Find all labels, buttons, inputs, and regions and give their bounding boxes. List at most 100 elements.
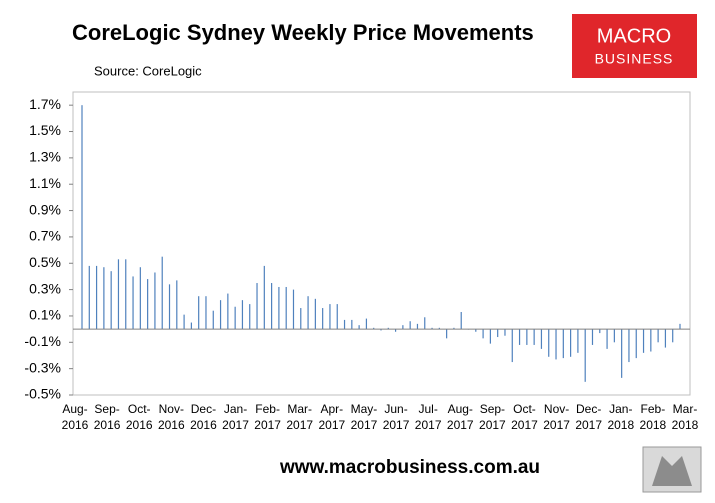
bar (343, 319, 346, 330)
x-tick-label: Mar-2017 (286, 402, 313, 432)
bar (555, 329, 557, 360)
bar (518, 329, 521, 345)
bar (132, 276, 134, 330)
bar (322, 308, 324, 330)
bar (562, 329, 564, 359)
x-tick-label: Jan-2018 (607, 402, 634, 432)
x-tick-label: Mar-2018 (672, 402, 699, 432)
logo-text: MACRO (597, 25, 671, 47)
bar (409, 321, 411, 330)
y-tick-label: -0.5% (24, 386, 61, 402)
bar (431, 327, 433, 330)
bar (125, 259, 127, 330)
website: www.macrobusiness.com.au (279, 457, 540, 478)
bar (88, 265, 90, 330)
x-tick-label: Aug-2016 (62, 402, 89, 432)
bar (526, 329, 528, 345)
y-tick-label: 0.5% (29, 254, 61, 270)
y-tick-label: -0.3% (24, 359, 61, 375)
bar (460, 312, 462, 330)
x-tick-label: May-2017 (351, 402, 378, 432)
logo-image-figure (652, 456, 692, 486)
bar (577, 329, 579, 353)
bar (489, 329, 491, 344)
chart-subtitle: Source: CoreLogic (94, 63, 202, 78)
x-tick-label: Dec-2016 (190, 402, 217, 432)
bar (147, 279, 149, 330)
x-tick-label: Oct-2016 (126, 402, 153, 432)
bar (81, 105, 83, 330)
bar (176, 280, 178, 330)
x-tick-label: Nov-2017 (543, 402, 570, 432)
bar (548, 329, 550, 357)
x-tick-label: Jun-2017 (383, 402, 410, 432)
x-tick-label: Feb-2018 (640, 402, 667, 432)
x-tick-label: Nov-2016 (158, 402, 185, 432)
bar (271, 283, 273, 330)
bar (482, 329, 484, 339)
bar (533, 329, 535, 345)
x-tick-label: Aug-2017 (447, 402, 474, 432)
bar (285, 286, 287, 330)
bar (402, 325, 404, 330)
bar (570, 329, 572, 357)
x-tick-label: Jul-2017 (415, 402, 442, 432)
bar (642, 329, 645, 353)
bar (540, 329, 543, 349)
bar (212, 310, 214, 330)
y-tick-label: 1.1% (29, 175, 61, 191)
bar (606, 329, 608, 349)
bar (256, 283, 258, 330)
chart-title: CoreLogic Sydney Weekly Price Movements (72, 20, 534, 45)
y-tick-label: 0.3% (29, 280, 61, 296)
bar (497, 329, 499, 338)
bar (511, 329, 513, 363)
bar (154, 272, 156, 330)
bar (117, 259, 120, 330)
y-tick-label: 1.7% (29, 96, 61, 112)
bar (416, 323, 419, 330)
x-tick-label: Jan-2017 (222, 402, 249, 432)
y-tick-label: 1.3% (29, 149, 61, 165)
bar (664, 329, 667, 348)
bar (168, 284, 171, 330)
bar (657, 329, 659, 343)
bar (584, 329, 586, 382)
x-tick-label: Dec-2017 (575, 402, 602, 432)
bar (110, 271, 112, 330)
bar (161, 256, 163, 330)
logo-text: BUSINESS (595, 51, 674, 67)
bar (424, 317, 426, 330)
bar (336, 304, 338, 330)
bar (292, 289, 295, 330)
bar (227, 293, 229, 330)
bar (205, 296, 207, 330)
bar (438, 327, 440, 330)
bar (263, 265, 265, 330)
x-tick-label: Feb-2017 (254, 402, 281, 432)
bar (219, 300, 222, 330)
bar (329, 304, 331, 330)
bar (183, 314, 185, 330)
logo-box (572, 14, 697, 78)
bar (446, 329, 448, 339)
bar (380, 329, 382, 331)
bar (365, 318, 368, 330)
bar (241, 300, 244, 330)
bar (351, 319, 353, 330)
bar (373, 327, 375, 330)
y-tick-label: 1.5% (29, 122, 61, 138)
x-tick-label: Apr-2017 (318, 402, 345, 432)
bar (198, 296, 200, 330)
bar (300, 308, 302, 330)
bar (650, 329, 652, 352)
bar (139, 267, 141, 330)
y-tick-label: 0.7% (29, 228, 61, 244)
bar (307, 296, 309, 330)
bar (504, 329, 506, 336)
x-tick-label: Sep-2017 (479, 402, 506, 432)
bar (591, 329, 594, 345)
plot-area (72, 91, 691, 396)
